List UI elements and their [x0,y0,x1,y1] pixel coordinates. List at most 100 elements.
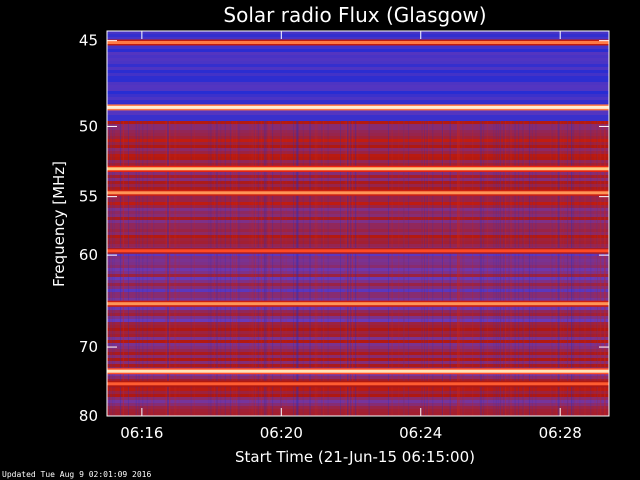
emission-band [107,382,609,386]
time-striation [442,121,443,416]
time-striation [302,121,304,416]
time-striation [263,121,265,416]
background-row [107,79,609,83]
background-row [107,220,609,224]
time-striation [153,121,155,416]
time-striation [535,121,537,416]
time-striation [451,121,453,416]
time-striation [443,121,444,416]
time-striation [604,121,606,416]
time-striation [424,121,426,416]
background-row [107,292,609,296]
background-row [107,274,609,278]
background-row [107,34,609,38]
background-row [107,151,609,155]
time-striation [178,121,180,416]
time-striation [500,121,502,416]
time-striation [423,121,425,416]
time-striation [479,121,481,416]
time-striation [391,121,393,416]
time-striation [472,121,474,416]
background-row [107,73,609,77]
time-striation [265,121,267,416]
time-striation [323,121,325,416]
y-tick-label: 70 [79,338,98,356]
background-row [107,277,609,281]
time-striation [210,121,212,416]
time-striation [357,121,359,416]
time-striation [450,121,452,416]
time-striation [350,121,352,416]
background-row [107,325,609,329]
background-row [107,136,609,140]
time-striation [344,121,346,416]
time-striation [239,121,241,416]
y-axis: 45 50 55 60 70 80 [79,32,609,425]
time-striation [295,121,297,416]
time-striation [249,121,251,416]
background-row [107,211,609,215]
background-row [107,271,609,275]
time-striation [432,121,434,416]
time-striation [146,121,148,416]
time-striation [420,121,422,416]
time-striation [560,121,562,416]
background-row [107,298,609,302]
time-striation [462,121,464,416]
time-striation [309,121,311,416]
background-row [107,343,609,347]
time-striation [426,121,428,416]
time-striation [164,121,166,416]
background-row [107,115,609,119]
y-tick-label: 55 [79,188,98,206]
time-striation [119,121,121,416]
time-striation [253,121,255,416]
time-striation [110,121,112,416]
background-row [107,319,609,323]
time-striation [607,121,609,416]
time-striation [346,121,347,416]
time-striation [503,121,505,416]
time-striation [463,121,465,416]
background-row [107,217,609,221]
background-row [107,208,609,212]
background-row [107,97,609,101]
time-striation [522,121,524,416]
time-striation [122,121,124,416]
x-tick-label: 06:20 [260,424,303,442]
background-row [107,160,609,164]
background-row [107,289,609,293]
background-row [107,340,609,344]
time-striation [505,121,506,416]
background-row [107,172,609,176]
time-striation [113,121,115,416]
background-row [107,397,609,401]
background-row [107,37,609,41]
time-striation [422,121,424,416]
background-row [107,265,609,269]
time-striation [503,121,505,416]
background-row [107,349,609,353]
time-striation [355,121,357,416]
background-row [107,199,609,203]
y-tick-label: 80 [79,407,98,425]
time-striation [596,121,598,416]
time-striation [551,121,553,416]
time-striation [190,121,192,416]
time-striation [340,121,341,416]
time-striation [600,121,602,416]
background-row [107,67,609,71]
x-tick-label: 06:16 [120,424,163,442]
time-striation [260,121,262,416]
background-row [107,139,609,143]
time-striation [461,121,463,416]
background-row [107,253,609,257]
time-striation [128,121,129,416]
background-row [107,412,609,416]
time-striation [266,121,268,416]
background-row [107,214,609,218]
time-striation [567,121,569,416]
update-timestamp: Updated Tue Aug 9 02:01:09 2016 [2,470,151,479]
background-row [107,124,609,128]
time-striation [293,121,294,416]
